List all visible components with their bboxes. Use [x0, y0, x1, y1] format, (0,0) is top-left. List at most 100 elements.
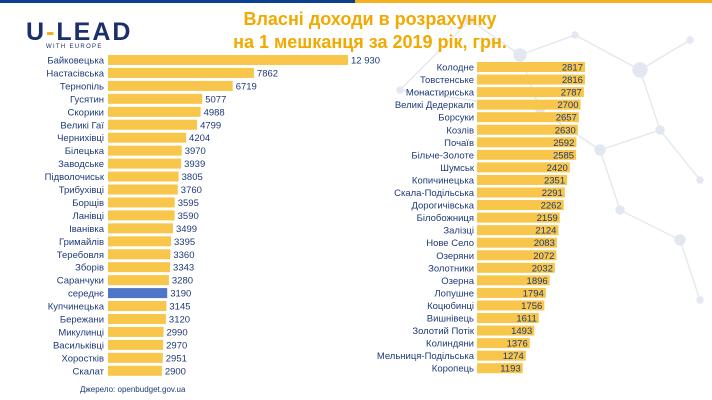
value-label: 7862	[257, 68, 278, 79]
value-label: 3190	[170, 289, 191, 300]
category-label: Зборів	[75, 263, 104, 274]
value-label: 2032	[532, 263, 553, 274]
value-label: 3595	[178, 198, 199, 209]
bar	[477, 99, 581, 110]
bar	[108, 365, 162, 376]
bar	[108, 132, 187, 143]
top-band-blue	[0, 0, 355, 3]
value-label: 3760	[181, 185, 202, 196]
bar	[477, 313, 539, 323]
value-label: 2124	[535, 226, 556, 237]
title-line-1: Власні доходи в розрахунку	[243, 9, 497, 29]
category-label: Гусятин	[70, 94, 104, 105]
category-label: Бережани	[60, 315, 104, 326]
title-line-2: на 1 мешканця за 2019 рік, грн.	[233, 32, 507, 52]
bar-chart-right: Колодне 2817 Товстенське 2816 Монастириська 2…	[377, 62, 585, 375]
category-label: Чернихівці	[57, 133, 104, 144]
category-label: Золотий Потік	[412, 326, 475, 337]
category-label: Скала-Подільська	[394, 188, 475, 199]
bar	[477, 287, 546, 298]
category-label: Лопушне	[434, 288, 474, 299]
bar	[477, 174, 568, 185]
bar	[108, 301, 167, 312]
value-label: 2072	[533, 251, 554, 262]
logo-lead: LEAD	[56, 18, 133, 46]
bar	[108, 352, 163, 363]
bar	[108, 184, 178, 195]
value-label: 1274	[503, 351, 524, 362]
value-label: 4204	[189, 133, 210, 144]
category-label: Скалат	[73, 366, 105, 377]
value-label: 4799	[200, 120, 221, 131]
bar	[477, 137, 577, 148]
bar	[108, 67, 254, 78]
top-band-gold	[355, 0, 712, 3]
value-label: 2291	[542, 188, 563, 199]
bar	[477, 162, 570, 173]
category-label: Трибухівці	[59, 185, 104, 196]
u-lead-logo: U-LEAD	[26, 18, 132, 47]
value-label: 2420	[547, 163, 568, 174]
value-label: 3280	[172, 276, 193, 287]
bar	[477, 62, 585, 72]
category-label: Великі Гаї	[60, 120, 104, 131]
bar	[477, 350, 526, 361]
value-label: 1493	[511, 326, 532, 337]
value-label: 3395	[174, 237, 195, 248]
category-label: Скорики	[68, 107, 104, 118]
logo-u: U	[26, 18, 47, 46]
bar	[108, 223, 173, 234]
value-label: 2900	[165, 366, 186, 377]
bar	[108, 106, 201, 117]
bar	[108, 339, 164, 350]
value-label: 1756	[521, 301, 542, 312]
bar	[477, 325, 535, 336]
value-label: 2990	[166, 327, 187, 338]
bar	[477, 250, 557, 261]
category-label: Микулинці	[58, 327, 104, 338]
value-label: 3939	[184, 159, 205, 170]
value-label: 5077	[205, 94, 226, 105]
category-label: Почаїв	[444, 138, 474, 149]
category-label: Залізці	[443, 226, 474, 237]
logo-dash: -	[46, 18, 57, 46]
bar	[477, 149, 577, 160]
value-label: 1376	[507, 339, 528, 350]
category-label: Озеряни	[436, 251, 474, 262]
value-label: 2970	[166, 340, 187, 351]
value-label: 2817	[562, 63, 583, 74]
value-label: 4988	[204, 107, 225, 118]
bar	[108, 171, 179, 182]
category-label: Колодне	[437, 63, 474, 74]
category-label: Теребовля	[57, 250, 104, 261]
category-label: Мельниця-Подільська	[377, 351, 475, 362]
bar	[477, 187, 565, 198]
bar	[477, 212, 560, 223]
bar	[477, 74, 585, 85]
bar	[477, 225, 559, 236]
bar	[477, 87, 584, 98]
category-label: Тернопіль	[60, 81, 104, 92]
category-label: Купчинецька	[48, 302, 105, 313]
value-label: 2700	[557, 100, 578, 111]
value-label: 2816	[562, 75, 583, 86]
value-label: 6719	[236, 81, 257, 92]
bar	[477, 112, 579, 123]
category-label: Ланівці	[73, 211, 104, 222]
bar	[477, 363, 523, 374]
bar	[108, 236, 172, 247]
category-label: Коропець	[432, 364, 474, 375]
value-label: 3499	[176, 224, 197, 235]
value-label: 3360	[173, 250, 194, 261]
category-label: Товстенське	[420, 75, 474, 86]
value-label: 1896	[527, 276, 548, 287]
category-label: Борщів	[72, 198, 104, 209]
bar	[108, 55, 348, 65]
category-label: Озерна	[441, 276, 474, 287]
bar	[108, 249, 171, 260]
chart-title: Власні доходи в розрахунку на 1 мешканця…	[190, 8, 550, 54]
value-label: 1794	[523, 288, 544, 299]
category-label: Підволочиськ	[45, 172, 105, 183]
